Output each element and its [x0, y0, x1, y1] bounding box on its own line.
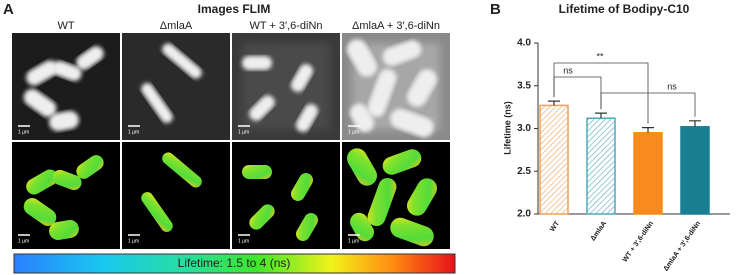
- bacterium: [347, 39, 377, 77]
- significance-bracket: [553, 76, 602, 110]
- bar: [633, 132, 663, 215]
- bacterium: [76, 155, 104, 179]
- panel-letter: B: [490, 1, 501, 18]
- error-bar: [548, 100, 560, 106]
- panel-letter: A: [3, 1, 14, 18]
- bacterium: [291, 64, 313, 92]
- x-tick-label: ΔmlaA + 3′,6-diNn: [662, 220, 702, 272]
- y-tick-label: 2.0: [517, 209, 531, 220]
- x-tick-label: ΔmlaA: [590, 220, 608, 242]
- bacterium: [367, 177, 397, 227]
- bacterium: [141, 83, 173, 123]
- y-axis-label: Lifetime (ns): [502, 101, 512, 155]
- scale-bar-label: 1 µm: [348, 129, 359, 135]
- scale-bar-label: 1 µm: [128, 238, 139, 244]
- bacterium: [350, 103, 374, 133]
- column-label: WT + 3′,6-diNn: [249, 20, 322, 32]
- bacterium: [390, 108, 434, 138]
- bacterium: [23, 198, 57, 226]
- bacterium: [76, 46, 104, 70]
- bacterium: [242, 56, 272, 70]
- x-tick-label: WT + 3′,6-diNn: [622, 220, 655, 263]
- colorbar-label: Lifetime: 1.5 to 4 (ns): [178, 256, 291, 270]
- bacterium: [26, 60, 58, 86]
- bacterium: [390, 217, 434, 247]
- bacterium: [52, 169, 82, 191]
- bacterium: [49, 110, 79, 132]
- bacterium: [296, 213, 318, 241]
- significance-bracket: [600, 92, 696, 117]
- significance-label: ns: [563, 65, 573, 75]
- bacterium: [350, 212, 374, 242]
- bacterium: [242, 165, 272, 179]
- bacterium: [367, 68, 397, 118]
- bar: [539, 104, 569, 215]
- scale-bar-label: 1 µm: [238, 238, 249, 244]
- y-tick-label: 3.0: [517, 123, 531, 134]
- bacterium: [26, 169, 58, 195]
- x-tick-label: WT: [549, 220, 561, 234]
- chart-title: Lifetime of Bodipy-C10: [559, 2, 690, 16]
- bacterium: [407, 69, 437, 107]
- bacterium: [249, 95, 275, 121]
- error-bar: [689, 120, 701, 127]
- bacterium: [382, 40, 422, 66]
- error-bar: [595, 112, 607, 119]
- y-tick-label: 4.0: [517, 38, 531, 49]
- bacterium: [162, 152, 202, 188]
- bacterium: [407, 178, 437, 216]
- colorbar: [13, 253, 456, 274]
- bacterium: [382, 149, 422, 175]
- y-tick-label: 3.5: [517, 80, 531, 91]
- scale-bar-label: 1 µm: [18, 129, 29, 135]
- panel-title: Images FLIM: [198, 2, 271, 16]
- bacterium: [23, 89, 57, 117]
- column-label: WT: [57, 20, 74, 32]
- scale-bar-label: 1 µm: [128, 129, 139, 135]
- scale-bar-label: 1 µm: [18, 238, 29, 244]
- bar: [680, 126, 710, 215]
- image-grid: 1 µm 1 µm 1 µm 1 µm 1 µm 1 µm 1 µm 1 µm: [12, 33, 450, 249]
- significance-label: **: [596, 51, 604, 61]
- bacterium: [162, 43, 202, 79]
- significance-label: ns: [667, 81, 677, 91]
- bacterium: [296, 104, 318, 132]
- bacterium: [347, 148, 377, 186]
- error-bar: [642, 127, 654, 133]
- column-label: ΔmlaA + 3′,6-diNn: [352, 20, 440, 32]
- bacterium: [52, 60, 82, 82]
- bacterium: [291, 173, 313, 201]
- bacterium: [249, 204, 275, 230]
- bacterium: [49, 219, 79, 241]
- scale-bar-label: 1 µm: [238, 129, 249, 135]
- bacterium: [141, 192, 173, 232]
- scale-bar-label: 1 µm: [348, 238, 359, 244]
- bar: [586, 117, 616, 215]
- microscopy-image: [232, 142, 340, 249]
- column-label: ΔmlaA: [160, 20, 193, 32]
- y-tick-label: 2.5: [517, 166, 531, 177]
